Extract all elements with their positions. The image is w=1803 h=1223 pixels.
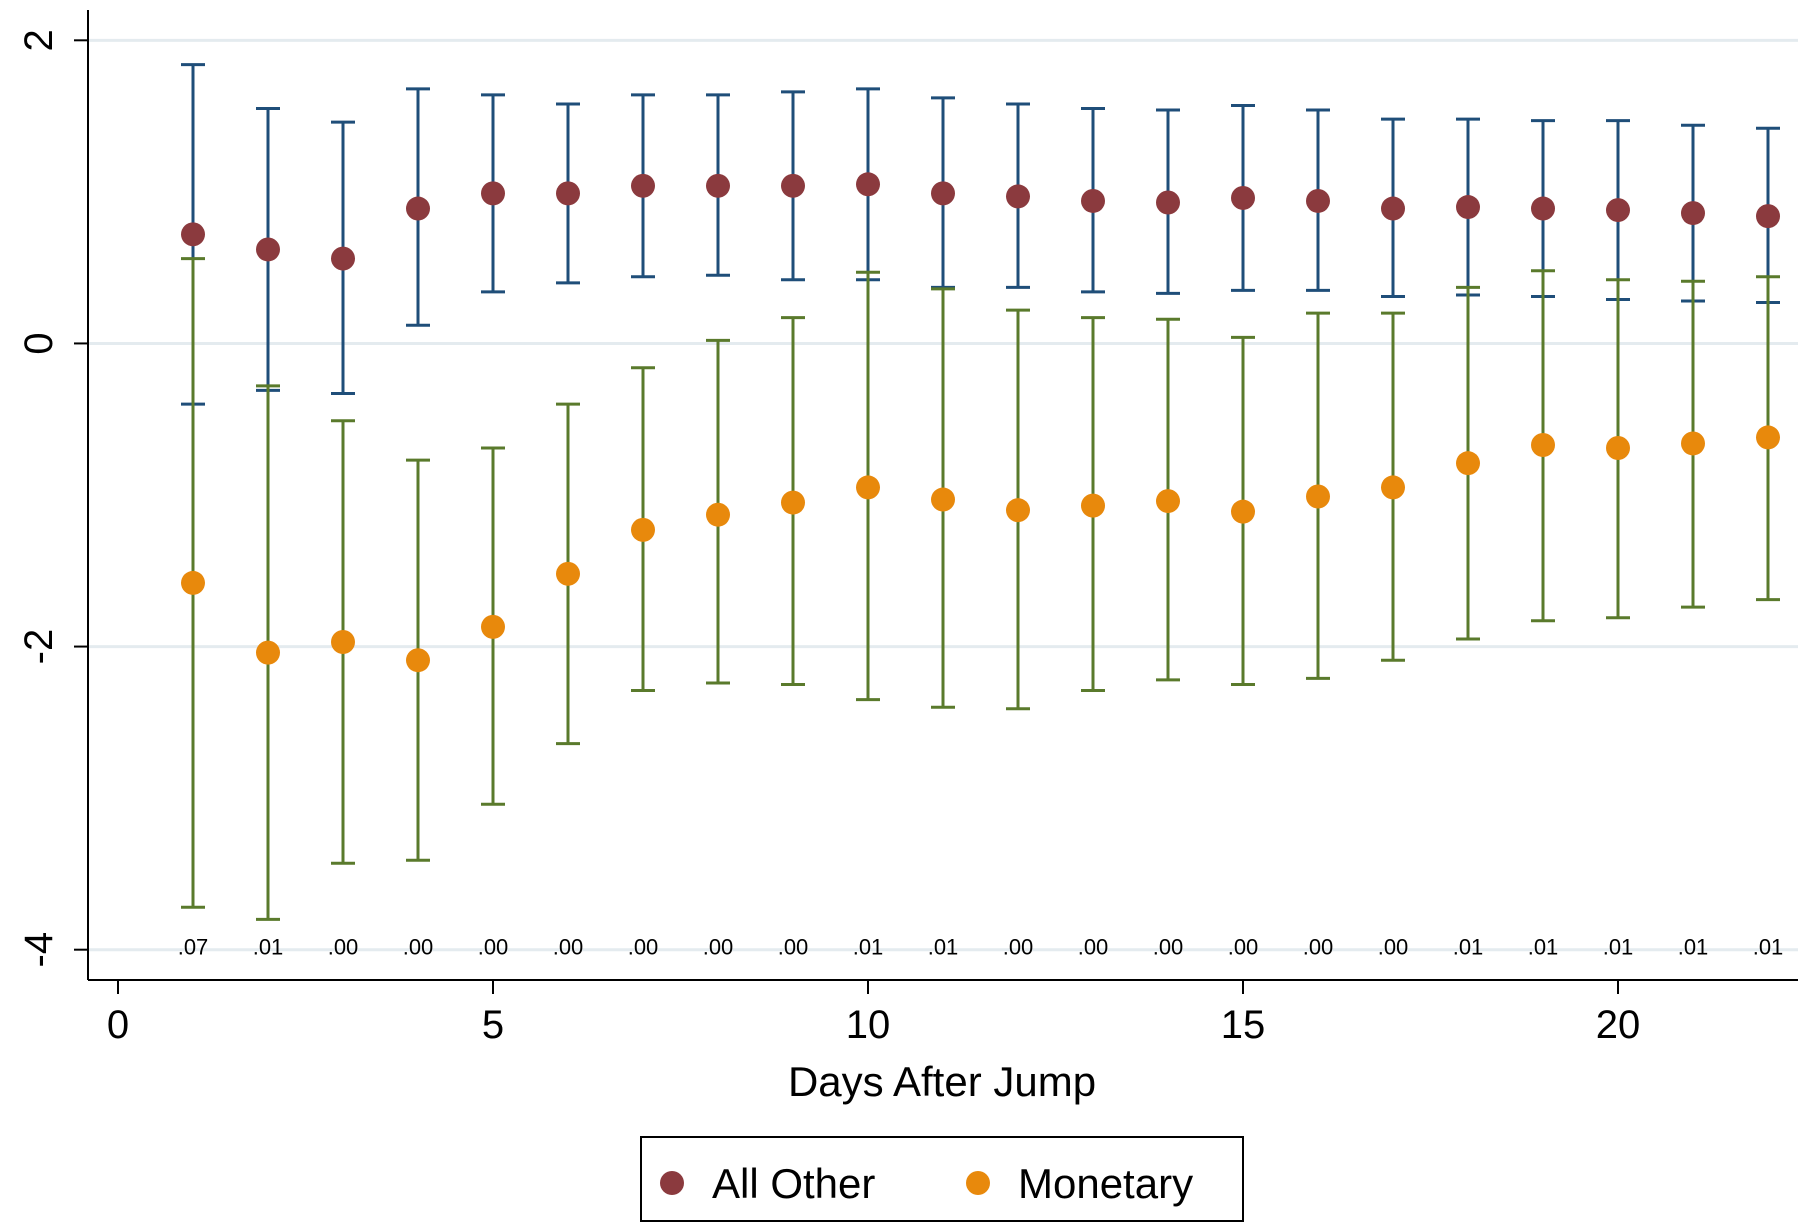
point-1-20 [1681, 431, 1705, 456]
x-axis-ticks: 0 5 10 15 20 [107, 980, 1640, 1047]
legend-label-1: Monetary [1018, 1160, 1193, 1207]
point-1-1 [256, 640, 280, 665]
point-0-19 [1606, 198, 1630, 223]
p-value-label-10: .01 [928, 935, 959, 960]
point-1-5 [556, 561, 580, 586]
p-value-label-4: .00 [478, 935, 509, 960]
p-value-labels: .07 .01 .00 .00 .00 .00 .00 .00 .00 .01 .01 .00 .00.… [178, 935, 1784, 960]
p-value-label-17: .01 [1453, 935, 1484, 960]
point-0-0 [181, 222, 205, 247]
point-1-14 [1231, 499, 1255, 524]
point-1-11 [1006, 498, 1030, 523]
point-1-17 [1456, 451, 1480, 476]
y-tick-label-3: -4 [17, 932, 61, 968]
x-tick-label-2: 10 [846, 1003, 891, 1047]
legend-marker-1 [966, 1171, 990, 1195]
point-0-12 [1081, 188, 1105, 213]
p-value-label-2: .00 [328, 935, 359, 960]
point-1-0 [181, 570, 205, 595]
p-value-label-13: .00 [1153, 935, 1184, 960]
legend: All Other Monetary [640, 1136, 1244, 1222]
point-1-16 [1381, 475, 1405, 500]
point-1-8 [781, 490, 805, 515]
p-value-label-1: .01 [253, 935, 284, 960]
x-tick-label-0: 0 [107, 1003, 129, 1047]
point-0-11 [1006, 184, 1030, 209]
p-value-label-20: .01 [1678, 935, 1709, 960]
legend-marker-0 [660, 1171, 684, 1195]
p-value-label-14: .00 [1228, 935, 1259, 960]
point-0-7 [706, 173, 730, 198]
point-1-7 [706, 502, 730, 527]
p-value-label-16: .00 [1378, 935, 1409, 960]
point-1-9 [856, 475, 880, 500]
point-1-2 [331, 630, 355, 655]
legend-box [640, 1136, 1244, 1222]
x-tick-label-4: 20 [1596, 1003, 1641, 1047]
point-0-10 [931, 181, 955, 206]
data-points [181, 172, 1780, 673]
point-0-3 [406, 196, 430, 221]
p-value-label-3: .00 [403, 935, 434, 960]
legend-label-0: All Other [712, 1160, 875, 1207]
p-value-label-0: .07 [178, 935, 209, 960]
point-1-3 [406, 648, 430, 673]
p-value-label-19: .01 [1603, 935, 1634, 960]
point-1-13 [1156, 489, 1180, 514]
x-axis-title: Days After Jump [788, 1058, 1096, 1105]
point-0-21 [1756, 204, 1780, 229]
point-0-9 [856, 172, 880, 197]
confidence-intervals [181, 63, 1780, 921]
point-0-8 [781, 173, 805, 198]
p-value-label-21: .01 [1753, 935, 1784, 960]
point-0-4 [481, 181, 505, 206]
p-value-label-12: .00 [1078, 935, 1109, 960]
point-0-2 [331, 246, 355, 271]
p-value-label-8: .00 [778, 935, 809, 960]
axes [87, 10, 1798, 981]
point-0-16 [1381, 196, 1405, 221]
point-1-18 [1531, 432, 1555, 457]
point-0-1 [256, 237, 280, 262]
point-0-15 [1306, 188, 1330, 213]
point-0-13 [1156, 190, 1180, 215]
point-0-14 [1231, 185, 1255, 210]
x-tick-label-1: 5 [482, 1003, 504, 1047]
point-1-10 [931, 487, 955, 512]
point-0-17 [1456, 195, 1480, 220]
point-1-15 [1306, 484, 1330, 509]
point-1-6 [631, 517, 655, 542]
y-tick-label-0: 2 [17, 29, 61, 51]
point-1-21 [1756, 425, 1780, 450]
p-value-label-7: .00 [703, 935, 734, 960]
p-value-label-9: .01 [853, 935, 884, 960]
point-0-20 [1681, 201, 1705, 226]
x-tick-label-3: 15 [1221, 1003, 1266, 1047]
p-value-label-11: .00 [1003, 935, 1034, 960]
p-value-label-15: .00 [1303, 935, 1334, 960]
point-1-12 [1081, 493, 1105, 518]
y-axis-ticks: 2 0 -2 -4 [17, 29, 88, 967]
point-0-18 [1531, 196, 1555, 221]
p-value-label-5: .00 [553, 935, 584, 960]
point-1-4 [481, 614, 505, 639]
point-1-19 [1606, 436, 1630, 461]
point-0-6 [631, 173, 655, 198]
point-0-5 [556, 181, 580, 206]
p-value-label-18: .01 [1528, 935, 1559, 960]
y-tick-label-2: -2 [17, 629, 61, 665]
p-value-label-6: .00 [628, 935, 659, 960]
y-tick-label-1: 0 [17, 332, 61, 354]
